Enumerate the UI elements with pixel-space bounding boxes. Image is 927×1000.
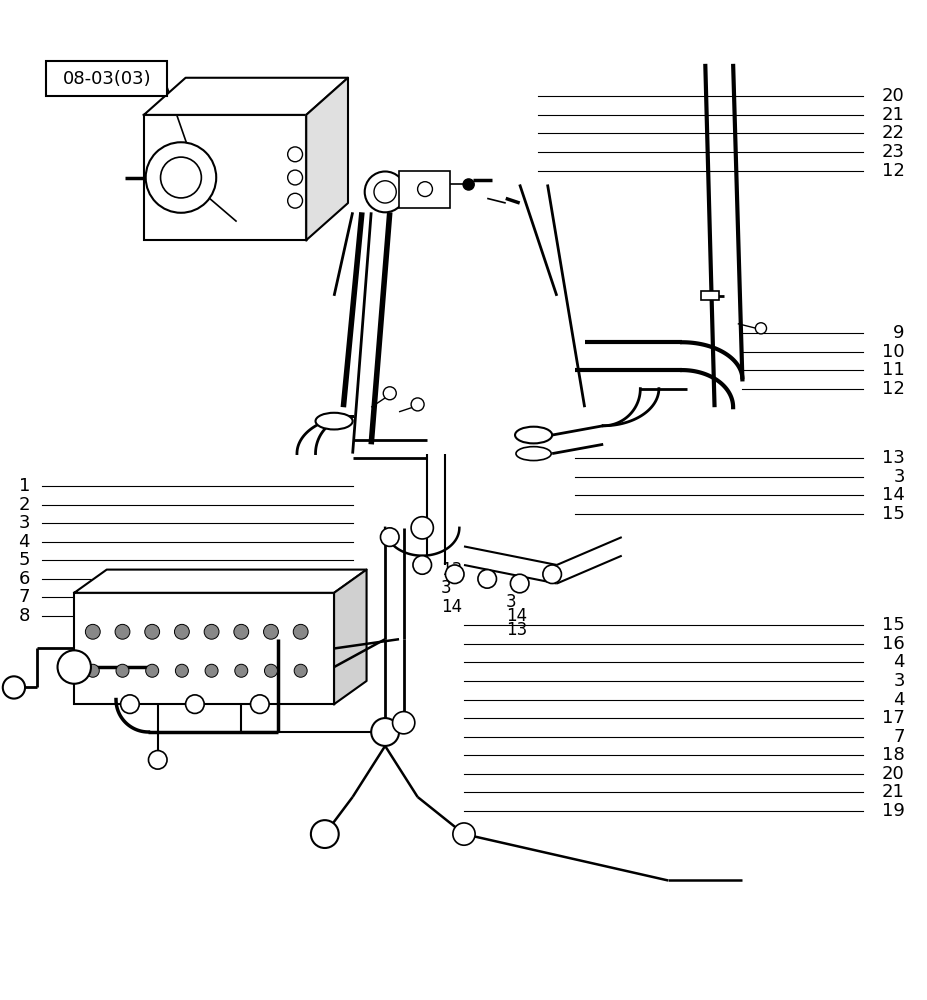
Text: 21: 21 <box>881 106 904 124</box>
Circle shape <box>234 624 248 639</box>
Bar <box>144 115 306 240</box>
Text: 3: 3 <box>893 672 904 690</box>
Text: 7: 7 <box>19 588 30 606</box>
Circle shape <box>380 528 399 546</box>
Text: 13: 13 <box>505 621 527 639</box>
Circle shape <box>371 718 399 746</box>
Bar <box>46 61 167 96</box>
Text: 3: 3 <box>440 579 451 597</box>
Text: 22: 22 <box>881 124 904 142</box>
Text: 3: 3 <box>893 468 904 486</box>
Polygon shape <box>74 570 366 593</box>
Circle shape <box>250 695 269 713</box>
Circle shape <box>311 820 338 848</box>
Text: 20: 20 <box>881 765 904 783</box>
Circle shape <box>263 624 278 639</box>
Text: 16: 16 <box>881 635 904 653</box>
Bar <box>399 171 450 208</box>
Circle shape <box>57 650 91 684</box>
Polygon shape <box>144 78 348 115</box>
Text: 14: 14 <box>440 598 462 616</box>
Circle shape <box>115 624 130 639</box>
Ellipse shape <box>315 413 352 429</box>
Text: 13: 13 <box>440 561 462 579</box>
Text: 4: 4 <box>893 653 904 671</box>
Circle shape <box>148 751 167 769</box>
Text: 1: 1 <box>19 477 30 495</box>
Text: 18: 18 <box>881 746 904 764</box>
Polygon shape <box>306 78 348 240</box>
Text: 21: 21 <box>881 783 904 801</box>
Ellipse shape <box>514 427 552 443</box>
Text: 2: 2 <box>19 496 30 514</box>
Circle shape <box>205 664 218 677</box>
Circle shape <box>463 179 474 190</box>
Text: 6: 6 <box>19 570 30 588</box>
Circle shape <box>287 147 302 162</box>
Circle shape <box>175 664 188 677</box>
Text: 4: 4 <box>19 533 30 551</box>
Circle shape <box>287 170 302 185</box>
Circle shape <box>411 517 433 539</box>
Text: 14: 14 <box>881 486 904 504</box>
Circle shape <box>383 387 396 400</box>
Circle shape <box>121 695 139 713</box>
Text: 15: 15 <box>881 505 904 523</box>
Circle shape <box>477 570 496 588</box>
Text: 12: 12 <box>881 380 904 398</box>
Text: 7: 7 <box>893 728 904 746</box>
Circle shape <box>145 624 159 639</box>
Circle shape <box>235 664 248 677</box>
Text: 17: 17 <box>881 709 904 727</box>
Circle shape <box>116 664 129 677</box>
Text: 3: 3 <box>19 514 30 532</box>
Circle shape <box>392 712 414 734</box>
Circle shape <box>146 142 216 213</box>
Circle shape <box>445 565 464 584</box>
Circle shape <box>452 823 475 845</box>
Circle shape <box>413 556 431 574</box>
Circle shape <box>294 664 307 677</box>
Text: 9: 9 <box>893 324 904 342</box>
Bar <box>700 291 718 300</box>
Text: 14: 14 <box>505 607 527 625</box>
Circle shape <box>755 323 766 334</box>
Circle shape <box>293 624 308 639</box>
Text: 13: 13 <box>881 449 904 467</box>
Circle shape <box>160 157 201 198</box>
Circle shape <box>417 182 432 197</box>
Circle shape <box>204 624 219 639</box>
Circle shape <box>85 624 100 639</box>
Circle shape <box>185 695 204 713</box>
Circle shape <box>364 171 405 212</box>
Text: 08-03(03): 08-03(03) <box>62 70 151 88</box>
Circle shape <box>510 574 528 593</box>
Circle shape <box>542 565 561 584</box>
Text: 10: 10 <box>882 343 904 361</box>
Text: 3: 3 <box>505 593 515 611</box>
Text: 12: 12 <box>881 162 904 180</box>
Polygon shape <box>334 570 366 704</box>
Circle shape <box>3 676 25 699</box>
Ellipse shape <box>515 447 551 461</box>
Text: 15: 15 <box>881 616 904 634</box>
Text: 20: 20 <box>881 87 904 105</box>
Circle shape <box>264 664 277 677</box>
Text: 19: 19 <box>881 802 904 820</box>
Circle shape <box>146 664 159 677</box>
Circle shape <box>86 664 99 677</box>
Text: 5: 5 <box>19 551 30 569</box>
Circle shape <box>411 398 424 411</box>
Circle shape <box>174 624 189 639</box>
Text: 8: 8 <box>19 607 30 625</box>
Bar <box>74 593 334 704</box>
Text: 23: 23 <box>881 143 904 161</box>
Circle shape <box>287 193 302 208</box>
Text: 4: 4 <box>893 691 904 709</box>
Circle shape <box>374 181 396 203</box>
Text: 11: 11 <box>881 361 904 379</box>
